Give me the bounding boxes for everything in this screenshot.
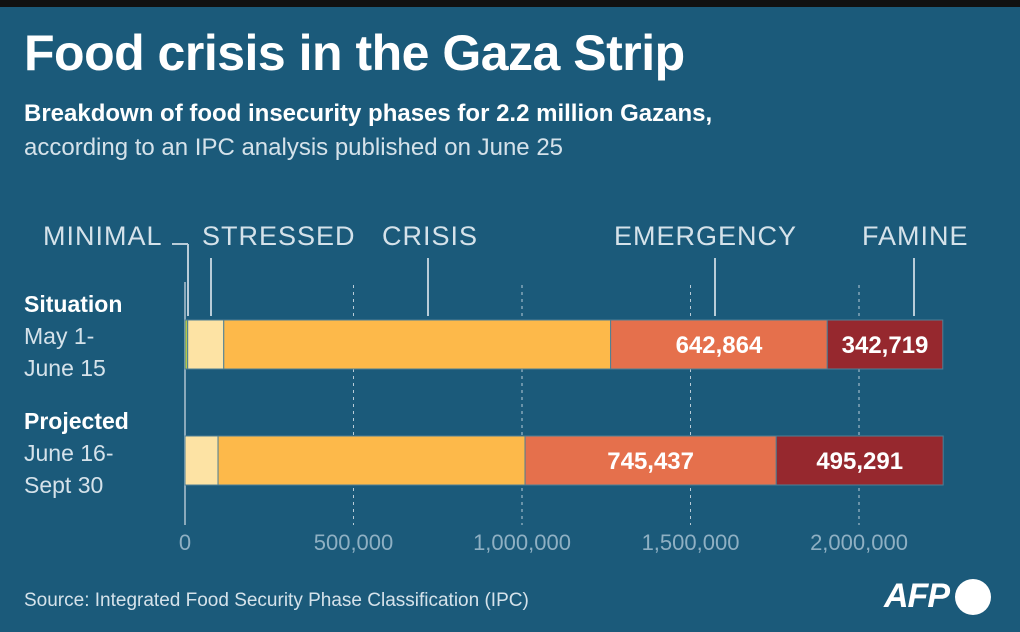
bar-segment-emergency: [524, 435, 777, 486]
row-title: Projected: [24, 408, 129, 434]
bar-segment-famine: [826, 319, 944, 370]
row-label-situation: Situation May 1- June 15: [24, 288, 122, 384]
logo-text: AFP: [884, 577, 950, 615]
row-label-projected: Projected June 16- Sept 30: [24, 405, 129, 501]
chart-subtitle-bold: Breakdown of food insecurity phases for …: [24, 100, 713, 127]
afp-logo: AFP: [884, 577, 991, 616]
logo-dot: [955, 578, 991, 615]
bar-segment-crisis: [217, 435, 526, 486]
x-tick-label: 1,500,000: [642, 530, 740, 555]
top-bar: [0, 0, 1020, 7]
row-title: Situation: [24, 291, 123, 317]
data-label: 342,719: [842, 332, 929, 359]
row-period: May 1-: [24, 323, 95, 349]
x-tick-label: 0: [179, 530, 191, 555]
chart-subtitle: according to an IPC analysis published o…: [24, 134, 564, 161]
legend-label-minimal: MINIMAL: [43, 221, 163, 251]
bar-segment-stressed: [187, 319, 225, 370]
legend-label-crisis: CRISIS: [382, 221, 478, 251]
data-label: 642,864: [676, 332, 763, 359]
legend-label-stressed: STRESSED: [202, 221, 356, 251]
x-tick-label: 500,000: [314, 530, 394, 555]
data-label: 495,291: [816, 448, 903, 475]
row-period: June 16-: [24, 440, 114, 466]
row-period: Sept 30: [24, 472, 104, 498]
bar-segment-famine: [775, 435, 944, 486]
row-period: June 15: [24, 355, 106, 381]
legend-label-emergency: EMERGENCY: [614, 221, 797, 251]
x-tick-label: 1,000,000: [473, 530, 571, 555]
x-tick-label: 2,000,000: [810, 530, 908, 555]
bar-segment-stressed: [184, 435, 219, 486]
bar-segment-emergency: [610, 319, 828, 370]
data-label: 745,437: [607, 448, 694, 475]
chart-title: Food crisis in the Gaza Strip: [24, 25, 685, 81]
source-note: Source: Integrated Food Security Phase C…: [24, 590, 529, 611]
legend-label-famine: FAMINE: [862, 221, 969, 251]
bar-segment-crisis: [223, 319, 612, 370]
